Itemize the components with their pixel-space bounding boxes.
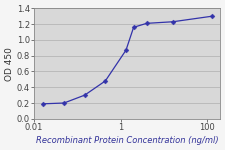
Y-axis label: OD 450: OD 450 bbox=[5, 47, 14, 81]
X-axis label: Recombinant Protein Concentration (ng/ml): Recombinant Protein Concentration (ng/ml… bbox=[36, 136, 218, 145]
